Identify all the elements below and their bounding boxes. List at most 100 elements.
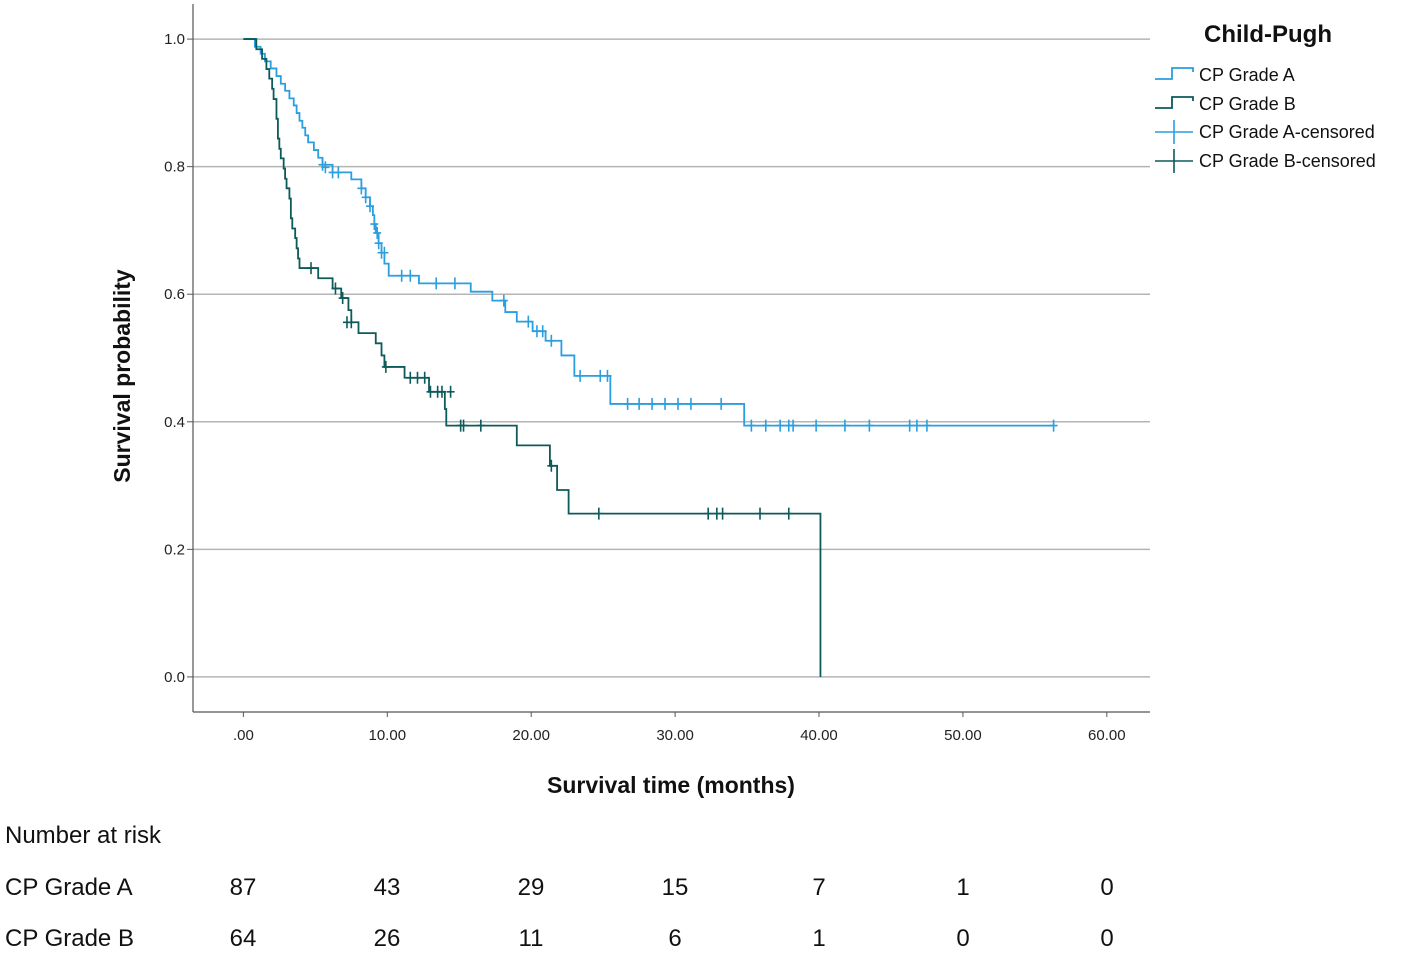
censor-mark-grade-b xyxy=(756,507,765,520)
gridlines xyxy=(193,38,1150,678)
risk-count: 11 xyxy=(518,925,544,952)
risk-count: 64 xyxy=(229,925,257,952)
censor-mark-grade-b xyxy=(331,282,340,295)
censor-mark-grade-b xyxy=(426,385,435,398)
risk-count: 43 xyxy=(373,874,401,901)
censor-mark-grade-a xyxy=(761,419,770,432)
y-tick-label: 0.8 xyxy=(164,159,185,176)
risk-count: 0 xyxy=(1100,925,1114,952)
legend: Child-Pugh CP Grade A CP Grade B CP Grade … xyxy=(1155,21,1376,173)
censor-mark-grade-a xyxy=(623,397,632,410)
risk-count: 0 xyxy=(1100,874,1114,901)
censor-mark-grade-b xyxy=(338,292,347,305)
y-tick-label: 1.0 xyxy=(164,31,185,48)
risk-row-label: CP Grade B xyxy=(5,925,134,952)
censor-mark-grade-b xyxy=(420,371,429,384)
x-tick-label: 20.00 xyxy=(512,727,550,744)
censor-mark-grade-a xyxy=(380,246,389,259)
risk-count: 1 xyxy=(812,925,826,952)
y-tick-label: 0.6 xyxy=(164,286,185,303)
censor-mark-grade-b xyxy=(347,316,356,329)
risk-row-label: CP Grade A xyxy=(5,874,133,901)
risk-count: 87 xyxy=(229,874,257,901)
censor-mark-grade-a xyxy=(686,397,695,410)
axes xyxy=(192,4,1150,713)
y-tick-label: 0.4 xyxy=(164,414,185,431)
censor-mark-grade-b xyxy=(547,459,556,472)
censor-mark-grade-b xyxy=(704,507,713,520)
censor-mark-grade-b xyxy=(307,262,316,275)
censor-mark-grade-b xyxy=(784,507,793,520)
censor-mark-grade-b xyxy=(594,507,603,520)
censor-mark-grade-a xyxy=(370,218,379,231)
y-tick-label: 0.2 xyxy=(164,541,185,558)
legend-entry-grade-a: CP Grade A xyxy=(1199,65,1295,85)
legend-entry-grade-a-censored: CP Grade A-censored xyxy=(1199,122,1375,142)
censor-mark-grade-a xyxy=(432,277,441,290)
x-tick-label: 40.00 xyxy=(800,727,838,744)
censor-mark-grade-a xyxy=(373,226,382,239)
legend-entry-grade-b-censored: CP Grade B-censored xyxy=(1199,151,1376,171)
censor-mark-grade-a xyxy=(812,419,821,432)
x-axis-title: Survival time (months) xyxy=(547,772,795,798)
censor-mark-grade-a xyxy=(840,419,849,432)
censor-mark-grade-a xyxy=(1049,419,1058,432)
censor-mark-grade-b xyxy=(459,419,468,432)
series-group xyxy=(243,38,1058,677)
censor-mark-grade-a xyxy=(635,397,644,410)
censor-mark-grade-a xyxy=(673,397,682,410)
y-tick-labels: 0.0 0.2 0.4 0.6 0.8 1.0 xyxy=(164,31,193,686)
censor-mark-grade-b xyxy=(437,385,446,398)
censor-mark-grade-a xyxy=(538,325,547,338)
censor-mark-grade-a xyxy=(576,369,585,382)
censor-mark-grade-a xyxy=(366,200,375,213)
risk-count: 0 xyxy=(956,925,970,952)
censor-mark-grade-b xyxy=(446,385,455,398)
censor-mark-grade-a xyxy=(648,397,657,410)
censor-mark-grade-a xyxy=(547,334,556,347)
risk-table-title: Number at risk xyxy=(5,822,162,849)
legend-entry-grade-b: CP Grade B xyxy=(1199,94,1296,114)
censor-mark-grade-a xyxy=(905,419,914,432)
x-tick-label: 60.00 xyxy=(1088,727,1126,744)
censor-mark-grade-a xyxy=(912,419,921,432)
legend-entry-grade-b-censored-swatch xyxy=(1155,149,1193,173)
legend-entry-grade-a-swatch xyxy=(1155,67,1194,80)
censor-mark-grade-a xyxy=(321,161,330,174)
legend-title: Child-Pugh xyxy=(1204,21,1332,48)
censor-mark-grade-a xyxy=(776,419,785,432)
risk-count: 1 xyxy=(956,874,970,901)
x-tick-label: 50.00 xyxy=(944,727,982,744)
legend-entry-grade-a-censored-swatch xyxy=(1155,120,1193,144)
y-tick-label: 0.0 xyxy=(164,669,185,686)
risk-count: 15 xyxy=(661,874,689,901)
censor-mark-grade-a xyxy=(717,397,726,410)
censor-mark-grade-b xyxy=(476,419,485,432)
censor-mark-grade-a xyxy=(865,419,874,432)
censor-mark-grade-b xyxy=(381,360,390,373)
km-survival-chart: 0.0 0.2 0.4 0.6 0.8 1.0 .00 10.00 20.00 30.00 40.… xyxy=(109,4,1376,798)
censor-mark-grade-a xyxy=(361,191,370,204)
risk-count: 26 xyxy=(373,925,401,952)
x-tick-label: .00 xyxy=(233,727,254,744)
legend-entry-grade-b-swatch xyxy=(1155,96,1194,109)
censor-mark-grade-a xyxy=(374,237,383,250)
censor-mark-grade-a xyxy=(357,182,366,195)
x-tick-label: 10.00 xyxy=(369,727,407,744)
y-axis-title: Survival probability xyxy=(109,269,135,483)
censor-mark-grade-a xyxy=(397,269,406,282)
risk-count: 6 xyxy=(668,925,682,952)
risk-count: 29 xyxy=(517,874,545,901)
censor-mark-grade-a xyxy=(499,294,508,307)
censor-mark-grade-b xyxy=(413,371,422,384)
censor-mark-grade-a xyxy=(747,419,756,432)
km-curve-grade-b xyxy=(243,38,822,677)
censor-mark-grade-a xyxy=(661,397,670,410)
censor-mark-grade-b xyxy=(406,371,415,384)
censor-mark-grade-a xyxy=(406,269,415,282)
censor-mark-grade-a xyxy=(603,369,612,382)
censor-mark-grade-a xyxy=(596,369,605,382)
censor-mark-grade-a xyxy=(334,166,343,179)
x-tick-label: 30.00 xyxy=(656,727,694,744)
censor-mark-grade-a xyxy=(450,277,459,290)
